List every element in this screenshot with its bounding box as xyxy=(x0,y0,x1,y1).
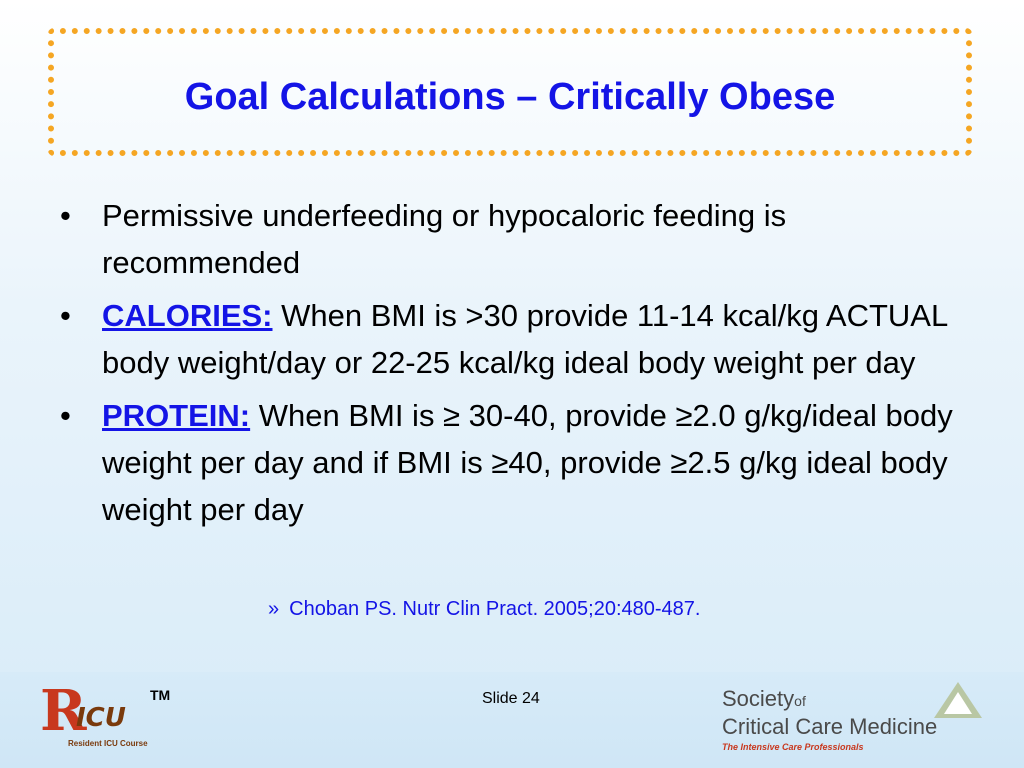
sccm-logo-line2: Critical Care Medicine xyxy=(722,714,938,739)
bullet-text: When BMI is >30 provide 11-14 kcal/kg AC… xyxy=(102,298,948,380)
bullet-list: • Permissive underfeeding or hypocaloric… xyxy=(60,192,980,539)
bullet-icon: • xyxy=(60,398,71,433)
sccm-logo-line1: Societyof xyxy=(722,686,806,712)
bullet-icon: • xyxy=(60,198,71,233)
sccm-logo-tagline: The Intensive Care Professionals xyxy=(722,742,864,752)
bullet-icon: • xyxy=(60,298,71,333)
title-box: Goal Calculations – Critically Obese xyxy=(48,28,972,156)
sccm-triangle-icon xyxy=(934,682,982,718)
bullet-item: • Permissive underfeeding or hypocaloric… xyxy=(60,192,980,286)
sccm-logo: Societyof Critical Care Medicine The Int… xyxy=(722,680,992,756)
footer xyxy=(0,672,1024,768)
citation-text: Choban PS. Nutr Clin Pract. 2005;20:480-… xyxy=(289,598,701,620)
bullet-item: • CALORIES: When BMI is >30 provide 11-1… xyxy=(60,292,980,386)
bullet-text: When BMI is ≥ 30-40, provide ≥2.0 g/kg/i… xyxy=(102,398,953,527)
bullet-text: Permissive underfeeding or hypocaloric f… xyxy=(102,198,787,280)
bullet-lead-protein: PROTEIN: xyxy=(102,398,251,433)
ricu-logo-subtitle: Resident ICU Course xyxy=(68,739,148,748)
ricu-logo-icu: ICU xyxy=(76,703,126,733)
citation: » Choban PS. Nutr Clin Pract. 2005;20:480… xyxy=(268,598,700,621)
ricu-logo: R ICU TM Resident ICU Course xyxy=(40,683,170,753)
bullet-item: • PROTEIN: When BMI is ≥ 30-40, provide … xyxy=(60,392,980,533)
bullet-lead-calories: CALORIES: xyxy=(102,298,273,333)
ricu-logo-letter: R xyxy=(40,678,87,744)
sccm-society: Society xyxy=(722,686,795,711)
sccm-of: of xyxy=(794,693,806,709)
ricu-logo-tm: TM xyxy=(150,687,171,703)
slide-number: Slide 24 xyxy=(482,690,540,707)
slide-title: Goal Calculations – Critically Obese xyxy=(184,76,836,118)
citation-mark-icon: » xyxy=(268,598,280,620)
